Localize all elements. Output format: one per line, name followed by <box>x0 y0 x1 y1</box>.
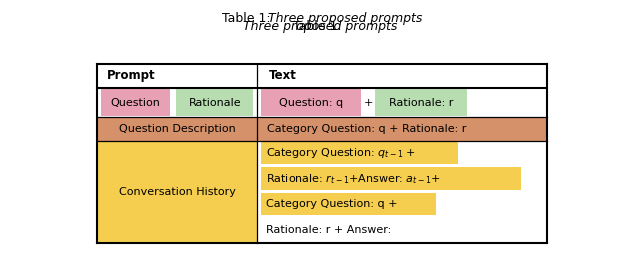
Text: Question: q: Question: q <box>279 98 343 108</box>
Text: Three proposed prompts: Three proposed prompts <box>268 12 422 25</box>
Bar <box>97 141 257 243</box>
Text: Rationale: $r_{t-1}$+Answer: $a_{t-1}$+: Rationale: $r_{t-1}$+Answer: $a_{t-1}$+ <box>266 172 441 186</box>
Text: Rationale: Rationale <box>188 98 241 108</box>
Bar <box>97 118 547 141</box>
Text: Three proposed prompts: Three proposed prompts <box>243 20 397 32</box>
Bar <box>261 89 361 116</box>
Text: Rationale: r: Rationale: r <box>389 98 454 108</box>
Text: Question: Question <box>110 98 160 108</box>
Bar <box>261 142 457 164</box>
Text: Conversation History: Conversation History <box>119 187 236 197</box>
Bar <box>101 89 170 116</box>
Text: +: + <box>364 98 373 108</box>
Text: Category Question: $q_{t-1}$ +: Category Question: $q_{t-1}$ + <box>266 146 416 160</box>
Text: Question Description: Question Description <box>119 124 235 134</box>
Text: Text: Text <box>269 69 297 82</box>
Text: Category Question: q + Rationale: r: Category Question: q + Rationale: r <box>266 124 466 134</box>
Bar <box>97 64 547 243</box>
Bar <box>261 167 520 190</box>
Bar <box>376 89 467 116</box>
Text: Rationale: r + Answer:: Rationale: r + Answer: <box>266 225 391 235</box>
Text: Table 1:: Table 1: <box>293 20 346 32</box>
Bar <box>176 89 253 116</box>
Text: Table 1:: Table 1: <box>222 12 274 25</box>
Text: Category Question: q +: Category Question: q + <box>266 199 397 209</box>
Bar <box>261 193 436 215</box>
Text: Prompt: Prompt <box>107 69 155 82</box>
